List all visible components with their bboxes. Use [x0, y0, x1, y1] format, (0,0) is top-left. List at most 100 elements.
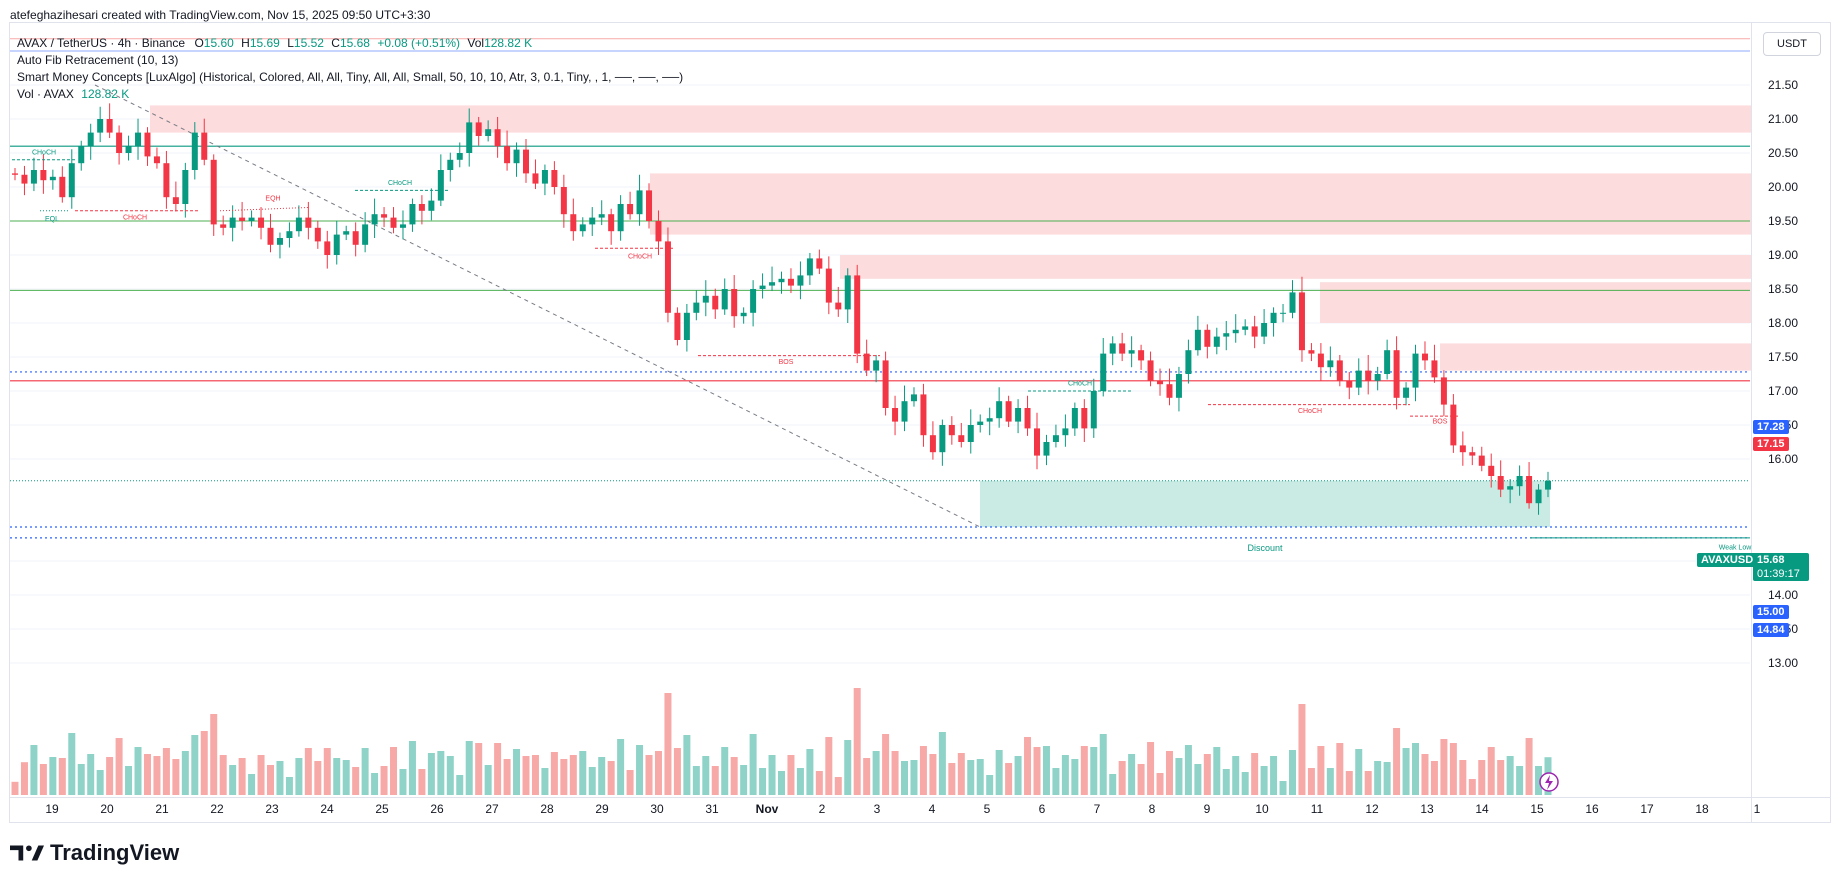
fib-trend-line [94, 84, 981, 528]
volume-bar [1383, 762, 1391, 795]
volume-bar [191, 735, 199, 795]
indicator-smc[interactable]: Smart Money Concepts [LuxAlgo] (Historic… [17, 70, 684, 84]
candle-body [78, 146, 85, 164]
candle-body [201, 132, 208, 160]
currency-button[interactable]: USDT [1763, 32, 1821, 56]
candle-body [229, 217, 236, 228]
candle-body [1270, 312, 1277, 323]
volume-bar [1535, 766, 1543, 795]
volume-bar [1241, 772, 1249, 795]
supply-zone [1440, 343, 1751, 371]
volume-bar [815, 771, 823, 795]
candle-body [1119, 343, 1126, 354]
volume-bar [153, 756, 161, 795]
candle-body [787, 278, 794, 286]
volume-bar [219, 755, 227, 795]
candle-body [854, 275, 861, 354]
indicator-fib[interactable]: Auto Fib Retracement (10, 13) [17, 53, 179, 67]
time-axis-label: 22 [210, 802, 224, 816]
volume-bar [49, 757, 57, 795]
volume-bar [1128, 754, 1136, 795]
volume-bar [938, 732, 946, 795]
volume-bar [872, 751, 880, 795]
candle-body [381, 214, 388, 218]
open-value: 15.60 [203, 36, 234, 50]
volume-bars [11, 688, 1552, 795]
candle-body [892, 408, 899, 422]
candle-body [1346, 380, 1353, 388]
candle-body [1242, 326, 1249, 330]
volume-bar [1487, 747, 1495, 795]
candle-body [1109, 343, 1116, 354]
vol-value: 128.82 K [484, 36, 533, 50]
legend-symbol-row[interactable]: AVAX / TetherUS · 4h · Binance O15.60 H1… [17, 35, 683, 52]
indicator-volume[interactable]: Vol · AVAX 128.82 K [17, 86, 683, 103]
candle-body [314, 227, 321, 242]
volume-bar [1194, 764, 1202, 795]
candle-body [1308, 350, 1315, 354]
volume-bar [560, 759, 568, 795]
candle-body [674, 312, 681, 340]
time-axis-label: 12 [1365, 802, 1379, 816]
candle-body [627, 204, 634, 215]
candle-body [589, 217, 596, 225]
candle-body [835, 302, 842, 310]
volume-bar [522, 756, 530, 795]
time-axis-label: 29 [595, 802, 609, 816]
volume-bar [1506, 756, 1514, 795]
tradingview-logo[interactable]: TradingView [10, 840, 179, 866]
candle-body [295, 217, 302, 232]
volume-bar [1307, 768, 1315, 795]
time-axis-label: 28 [540, 802, 554, 816]
tradingview-logo-wordmark: TradingView [50, 840, 180, 865]
volume-bar [68, 733, 76, 795]
candle-body [664, 241, 671, 313]
candle-body [144, 132, 151, 157]
volume-bar [1099, 734, 1107, 795]
candle-body [1024, 408, 1031, 429]
candle-body [939, 425, 946, 453]
volume-bar [1222, 769, 1230, 795]
candle-body [513, 149, 520, 164]
candle-body [1317, 353, 1324, 368]
candle-body [418, 204, 425, 211]
volume-bar [172, 759, 180, 795]
volume-bar [1033, 747, 1041, 795]
volume-bar [730, 757, 738, 795]
volume-bar [1156, 773, 1164, 795]
change-value: +0.08 (+0.51%) [377, 36, 461, 50]
chart-caption: atefeghazihesari created with TradingVie… [10, 8, 431, 22]
candle-body [220, 224, 227, 228]
volume-bar [437, 751, 445, 795]
candle-body [1194, 329, 1201, 351]
candle-body [759, 285, 766, 289]
volume-bar [181, 751, 189, 795]
volume-bar [863, 758, 871, 795]
volume-bar [418, 769, 426, 795]
candle-body [1071, 408, 1078, 429]
candle-body [863, 353, 870, 371]
time-axis-label: 17 [1640, 802, 1654, 816]
candle-body [324, 241, 331, 255]
volume-bar [607, 761, 615, 795]
candle-body [1261, 323, 1268, 337]
price-axis-label: 19.00 [1768, 248, 1798, 262]
candle-body [1015, 408, 1022, 422]
candle-body [996, 401, 1003, 419]
candle-body [456, 153, 463, 160]
candle-body [1062, 428, 1069, 436]
volume-bar [323, 748, 331, 795]
time-axis-label: 23 [265, 802, 279, 816]
volume-bar [1147, 742, 1155, 795]
candle-body [1138, 350, 1145, 361]
candle-body [1005, 401, 1012, 422]
candle-body [1175, 374, 1182, 398]
volume-bar [1516, 766, 1524, 795]
time-axis-label: 24 [320, 802, 334, 816]
volume-bar [380, 766, 388, 795]
time-axis-label: 10 [1255, 802, 1269, 816]
symbol-name[interactable]: AVAX / TetherUS · 4h · Binance [17, 36, 186, 50]
volume-bar [749, 734, 757, 795]
time-axis-label: 5 [984, 802, 991, 816]
